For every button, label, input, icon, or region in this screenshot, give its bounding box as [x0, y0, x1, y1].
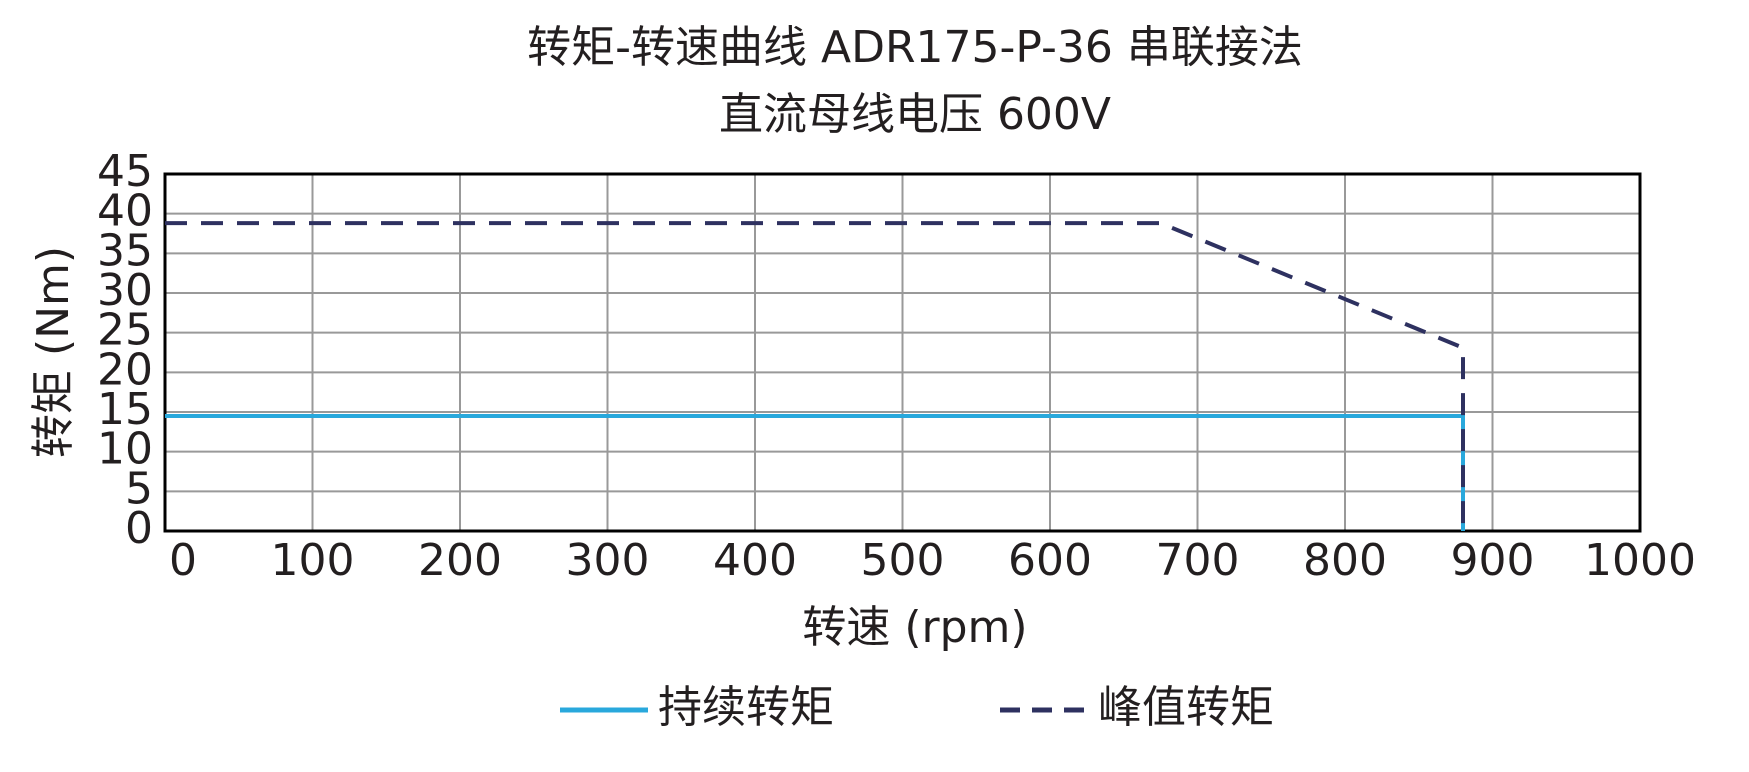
y-axis-label: 转矩 (Nm)	[28, 246, 79, 458]
y-tick-label: 35	[97, 225, 153, 276]
x-axis-label: 转速 (rpm)	[802, 602, 1027, 653]
x-tick-label: 100	[271, 535, 355, 586]
y-tick-label: 15	[97, 384, 153, 435]
y-tick-label: 5	[125, 463, 153, 514]
chart-subtitle: 直流母线电压 600V	[719, 89, 1111, 140]
legend-label: 持续转矩	[658, 682, 834, 733]
y-tick-label: 40	[97, 186, 153, 237]
x-tick-label: 200	[418, 535, 502, 586]
x-tick-label: 800	[1303, 535, 1387, 586]
y-tick-label: 10	[97, 424, 153, 475]
x-tick-label: 700	[1156, 535, 1240, 586]
series-line	[165, 221, 1465, 531]
plot-frame	[163, 172, 1642, 533]
x-tick-label: 600	[1008, 535, 1092, 586]
x-tick-label: 400	[713, 535, 797, 586]
y-tick-label: 30	[97, 265, 153, 316]
y-tick-label: 45	[97, 146, 153, 197]
y-tick-label: 25	[97, 305, 153, 356]
y-tick-label: 0	[125, 503, 153, 554]
series-line	[165, 413, 1465, 531]
x-tick-label: 1000	[1584, 535, 1696, 586]
y-tick-label: 20	[97, 344, 153, 395]
x-tick-label: 0	[169, 535, 197, 586]
legend-label: 峰值转矩	[1098, 682, 1274, 733]
x-tick-label: 900	[1451, 535, 1535, 586]
x-tick-label: 500	[861, 535, 945, 586]
chart-title: 转矩-转速曲线 ADR175-P-36 串联接法	[527, 22, 1303, 73]
x-tick-label: 300	[566, 535, 650, 586]
